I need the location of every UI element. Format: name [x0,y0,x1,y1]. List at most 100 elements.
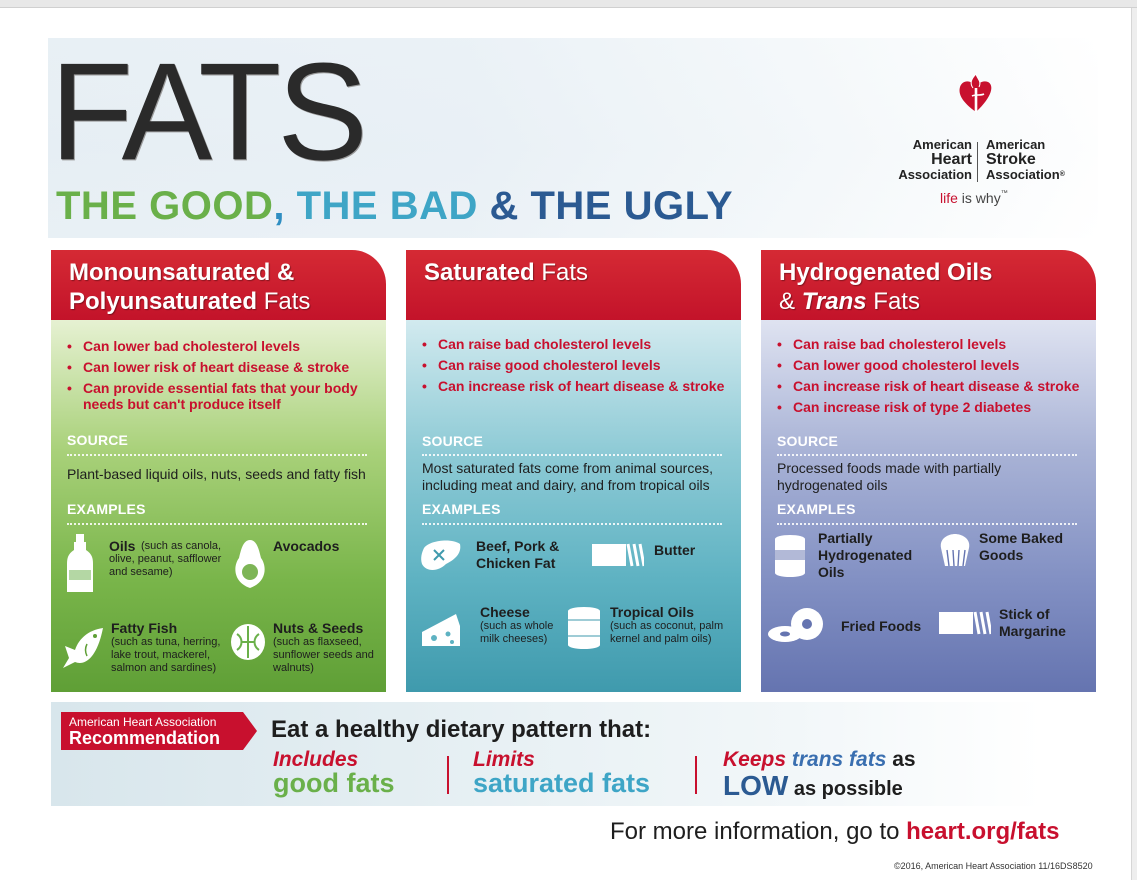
more-info-link[interactable]: heart.org/fats [906,818,1060,845]
panel-title-fats: Fats [257,288,311,315]
example-title: Oils [109,538,136,554]
asa-wordmark: American Stroke Association® [986,138,1065,182]
viewer-top-bar [0,0,1137,8]
panel-header: Monounsaturated & Polyunsaturated Fats [51,250,386,320]
low-label: LOW [723,770,789,801]
subtitle-bad: THE BAD [284,184,478,228]
tagline-life: life [940,190,958,206]
header-wash [48,38,1098,238]
recommendation-badge: American Heart Association Recommendatio… [61,712,257,750]
example-title: Tropical Oils [610,604,695,620]
steak-icon [421,540,461,570]
include-value: good fats [273,768,395,798]
oil-can-icon [568,607,600,649]
oil-bottle-icon [67,534,93,592]
example-title: Avocados [273,538,340,554]
panel-body: Can raise bad cholesterol levels Can low… [761,320,1096,692]
example-butter: Butter [592,542,732,582]
recommendation-include: Includes good fats [273,748,395,799]
subtitle-comma: , [273,184,285,228]
example-note: (such as flaxseed, sunflower seeds and w… [273,636,374,674]
example-tropical-oils: Tropical Oils (such as coconut, palm ker… [566,604,738,664]
aha-line3: Association [898,167,972,182]
badge-title: Recommendation [69,728,221,748]
panel-title: Saturated Fats [424,258,588,287]
shortening-can-icon [775,535,805,577]
panel-title-line2: Polyunsaturated [69,288,258,315]
panel-title-line1: Monounsaturated & [69,259,295,286]
limit-value: saturated fats [473,768,651,798]
logo-divider [977,142,978,182]
registered-mark: ® [1059,171,1065,178]
subtitle-ugly: & THE UGLY [477,184,734,228]
example-title: Fried Foods [841,618,922,634]
effect-list: Can raise bad cholesterol levels Can rai… [422,336,737,399]
source-label: SOURCE [422,433,484,449]
aha-line1: American [912,137,972,152]
margarine-icon [939,611,991,635]
recommendation-band: American Heart Association Recommendatio… [51,702,1042,806]
list-item: Can increase risk of heart disease & str… [422,378,737,394]
example-baked-goods: Some Baked Goods [937,530,1092,580]
panel-good-fats: Monounsaturated & Polyunsaturated Fats C… [51,250,386,692]
panel-header: Saturated Fats [406,250,741,320]
list-item: Can increase risk of heart disease & str… [777,378,1092,394]
example-title: Butter [654,542,696,558]
header-band [48,38,1098,238]
example-avocados: Avocados [231,538,381,598]
recommendation-separator [695,756,697,794]
example-title: Nuts & Seeds [273,620,364,636]
example-title: Some Baked Goods [979,530,1064,563]
list-item: Can lower bad cholesterol levels [67,338,382,354]
source-text: Plant-based liquid oils, nuts, seeds and… [67,466,366,482]
badge-org: American Heart Association [69,715,217,729]
example-margarine: Stick of Margarine [939,606,1094,660]
examples-label: EXAMPLES [422,501,501,517]
walnut-icon [231,624,265,660]
keep-label: Keeps [723,748,792,771]
divider [777,523,1077,525]
example-cheese: Cheese (such as whole milk cheeses) [420,604,580,664]
recommendation-headline: Eat a healthy dietary pattern that: [271,716,652,743]
aha-line2: Heart [931,151,972,168]
panel-title-line1: Saturated [424,259,535,286]
list-item: Can lower good cholesterol levels [777,357,1092,373]
source-text: Most saturated fats come from animal sou… [422,460,713,493]
list-item: Can provide essential fats that your bod… [67,380,382,412]
as-label: as [886,748,916,771]
asa-line1: American [986,137,1046,152]
recommendation-separator [447,756,449,794]
examples-label: EXAMPLES [777,501,856,517]
examples-label: EXAMPLES [67,501,146,517]
fish-icon [63,628,103,668]
example-oils: Oils (such as canola, olive, peanut, saf… [65,534,225,604]
source-label: SOURCE [67,432,129,448]
aha-logo: American Heart Association American Stro… [886,68,1086,218]
trans-fats-label: trans fats [791,748,887,771]
example-title: Fatty Fish [111,620,178,636]
page-subtitle: THE GOOD, THE BAD & THE UGLY [56,184,733,229]
viewer-scrollbar[interactable] [1131,8,1137,880]
panel-title-amp: & [779,288,802,315]
divider [422,523,722,525]
more-info: For more information, go to heart.org/fa… [610,818,1060,846]
copyright: ©2016, American Heart Association 11/16D… [894,861,1093,871]
panel-header: Hydrogenated Oils & Trans Fats [761,250,1096,320]
example-fried-foods: Fried Foods [767,606,937,656]
as-possible-label: as possible [788,778,903,800]
tagline-is-why: is why [957,190,1001,206]
list-item: Can increase risk of type 2 diabetes [777,399,1092,415]
panel-body: Can lower bad cholesterol levels Can low… [51,320,386,692]
recommendation-keep-low: Keeps trans fats as LOW as possible [723,748,916,802]
badge-shape [61,712,257,750]
divider [777,454,1077,456]
divider [67,454,367,456]
example-fatty-fish: Fatty Fish (such as tuna, herring, lake … [63,620,231,690]
asa-line2: Stroke [986,151,1036,168]
panel-saturated-fats: Saturated Fats Can raise bad cholesterol… [406,250,741,692]
example-title: Cheese [480,604,530,620]
avocado-icon [235,540,265,588]
benefit-list: Can lower bad cholesterol levels Can low… [67,338,382,417]
list-item: Can raise good cholesterol levels [422,357,737,373]
tagline-tm: ™ [1000,190,1008,197]
